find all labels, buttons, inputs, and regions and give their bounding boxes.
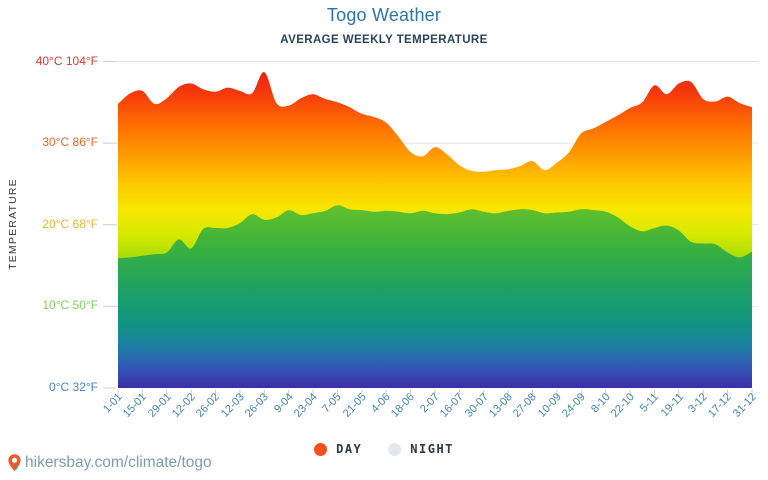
legend-item-day[interactable]: DAY: [314, 442, 362, 456]
chart-subtitle: AVERAGE WEEKLY TEMPERATURE: [280, 34, 488, 46]
page-title: Togo Weather: [326, 5, 442, 25]
footer: hikersbay.com/climate/togo: [7, 453, 212, 473]
y-tick-label: 40°C 104°F: [35, 53, 98, 68]
day-legend-dot: [314, 442, 328, 456]
chart-canvas: [103, 61, 758, 396]
footer-link[interactable]: hikersbay.com/climate/togo: [25, 454, 212, 471]
night-legend-label: NIGHT: [410, 442, 454, 456]
night-legend-dot: [388, 442, 402, 456]
y-tick-label: 10°C 50°F: [42, 298, 98, 313]
y-tick-label: 0°C 32°F: [49, 380, 98, 394]
y-tick-label: 30°C 86°F: [42, 135, 98, 150]
chart-legend: DAY NIGHT: [0, 442, 768, 456]
day-legend-label: DAY: [336, 442, 363, 456]
y-tick-label: 20°C 68°F: [42, 216, 98, 231]
legend-item-night[interactable]: NIGHT: [388, 442, 454, 456]
location-pin-icon: [8, 454, 21, 472]
